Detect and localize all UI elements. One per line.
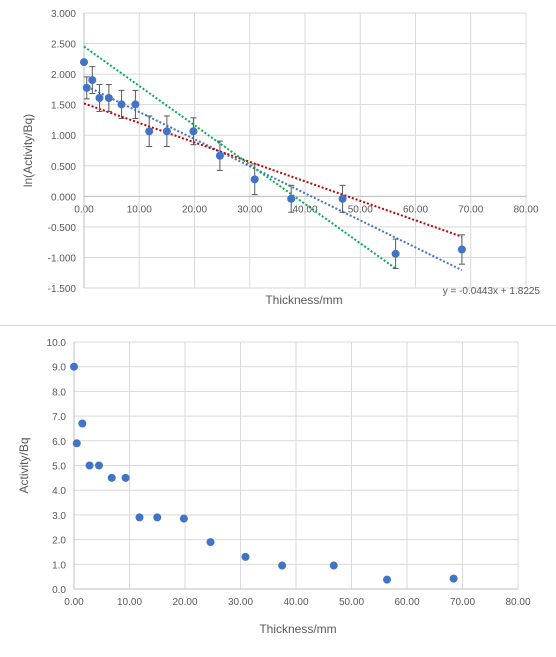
data-point bbox=[241, 552, 250, 561]
x-tick-label: 70.00 bbox=[458, 204, 483, 215]
x-axis-title: Thickness/mm bbox=[259, 622, 336, 636]
data-point bbox=[95, 94, 104, 103]
data-point bbox=[107, 473, 116, 482]
data-point bbox=[391, 249, 400, 258]
x-tick-label: 80.00 bbox=[513, 204, 538, 215]
y-tick-label: 9.0 bbox=[52, 363, 66, 374]
y-tick-label: 2.000 bbox=[51, 70, 76, 81]
y-tick-label: 5.0 bbox=[52, 462, 66, 473]
data-point bbox=[287, 194, 296, 203]
trendline bbox=[83, 84, 463, 272]
data-point bbox=[449, 574, 458, 583]
data-point bbox=[215, 151, 224, 160]
data-point bbox=[131, 100, 140, 109]
data-point bbox=[70, 362, 78, 371]
y-tick-label: 10.0 bbox=[47, 338, 67, 349]
data-point bbox=[72, 439, 81, 448]
x-tick-label: 10.00 bbox=[117, 597, 142, 608]
chart-separator bbox=[0, 325, 556, 326]
x-axis-title: Thickness/mm bbox=[265, 293, 342, 307]
x-tick-label: 0.00 bbox=[64, 597, 84, 608]
y-tick-label: 1.000 bbox=[51, 131, 76, 142]
y-tick-label: 2.0 bbox=[52, 536, 66, 547]
data-point bbox=[457, 245, 466, 254]
y-tick-label: 0.0 bbox=[52, 585, 66, 596]
x-tick-label: 30.00 bbox=[237, 204, 262, 215]
data-point bbox=[135, 513, 144, 522]
data-point bbox=[383, 575, 392, 584]
y-tick-label: 7.0 bbox=[52, 412, 66, 423]
x-tick-label: 40.00 bbox=[292, 204, 317, 215]
data-point bbox=[85, 461, 94, 470]
y-tick-label: -1.000 bbox=[48, 253, 77, 264]
data-point bbox=[189, 127, 198, 136]
y-axis-title: ln(Activity/Bq) bbox=[21, 114, 35, 187]
y-tick-label: 6.0 bbox=[52, 437, 66, 448]
data-point bbox=[121, 473, 130, 482]
x-tick-label: 20.00 bbox=[182, 204, 207, 215]
x-tick-label: 40.00 bbox=[283, 597, 308, 608]
data-point bbox=[206, 538, 215, 547]
x-tick-label: 70.00 bbox=[450, 597, 475, 608]
data-point bbox=[329, 561, 338, 570]
activity-chart-panel: 10.0 9.0 8.0 7.0 6.0 5.0 4.0 3.0 2.0 1.0 0.0 0.00 10… bbox=[0, 326, 556, 652]
y-tick-label: 0.000 bbox=[51, 192, 76, 203]
y-tick-label: 0.500 bbox=[51, 162, 76, 173]
activity-chart: 10.0 9.0 8.0 7.0 6.0 5.0 4.0 3.0 2.0 1.0 0.00.00 10… bbox=[17, 338, 531, 636]
data-point bbox=[88, 76, 97, 85]
y-tick-label: 3.000 bbox=[51, 9, 76, 20]
y-tick-label: 8.0 bbox=[52, 387, 66, 398]
y-tick-label: 1.500 bbox=[51, 101, 76, 112]
data-point bbox=[162, 127, 171, 136]
x-tick-label: 20.00 bbox=[172, 597, 197, 608]
data-point bbox=[179, 514, 188, 523]
y-tick-label: 1.0 bbox=[52, 560, 66, 571]
y-tick-label: 4.0 bbox=[52, 486, 66, 497]
data-point bbox=[94, 461, 103, 470]
x-tick-label: 60.00 bbox=[394, 597, 419, 608]
y-tick-label: 2.500 bbox=[51, 40, 76, 51]
data-point bbox=[117, 100, 126, 109]
y-tick-label: 3.0 bbox=[52, 511, 66, 522]
x-tick-label: 30.00 bbox=[228, 597, 253, 608]
y-tick-label: -1.500 bbox=[48, 284, 77, 295]
y-axis-title: Activity/Bq bbox=[17, 437, 31, 493]
data-point bbox=[145, 127, 154, 136]
x-tick-label: 50.00 bbox=[339, 597, 364, 608]
data-point bbox=[250, 175, 259, 184]
trendline bbox=[83, 102, 463, 238]
x-tick-label: 80.00 bbox=[505, 597, 530, 608]
data-point bbox=[80, 58, 88, 67]
data-point bbox=[104, 94, 113, 103]
data-point bbox=[78, 419, 87, 428]
ln-activity-chart-panel: 3.000 2.500 2.000 1.500 1.000 0.500 0.000 -0.50… bbox=[0, 0, 556, 326]
ln-activity-chart: 3.000 2.500 2.000 1.500 1.000 0.500 0.000 -0.50… bbox=[21, 9, 541, 307]
data-point bbox=[153, 513, 162, 522]
data-point bbox=[82, 83, 91, 92]
data-point bbox=[278, 561, 287, 570]
y-tick-label: -0.500 bbox=[48, 223, 77, 234]
x-tick-label: 10.00 bbox=[127, 204, 152, 215]
data-point bbox=[338, 194, 347, 203]
trendline-equation: y = -0.0443x + 1.8225 bbox=[443, 286, 541, 297]
x-tick-label: 50.00 bbox=[348, 204, 373, 215]
x-tick-label: 60.00 bbox=[403, 204, 428, 215]
